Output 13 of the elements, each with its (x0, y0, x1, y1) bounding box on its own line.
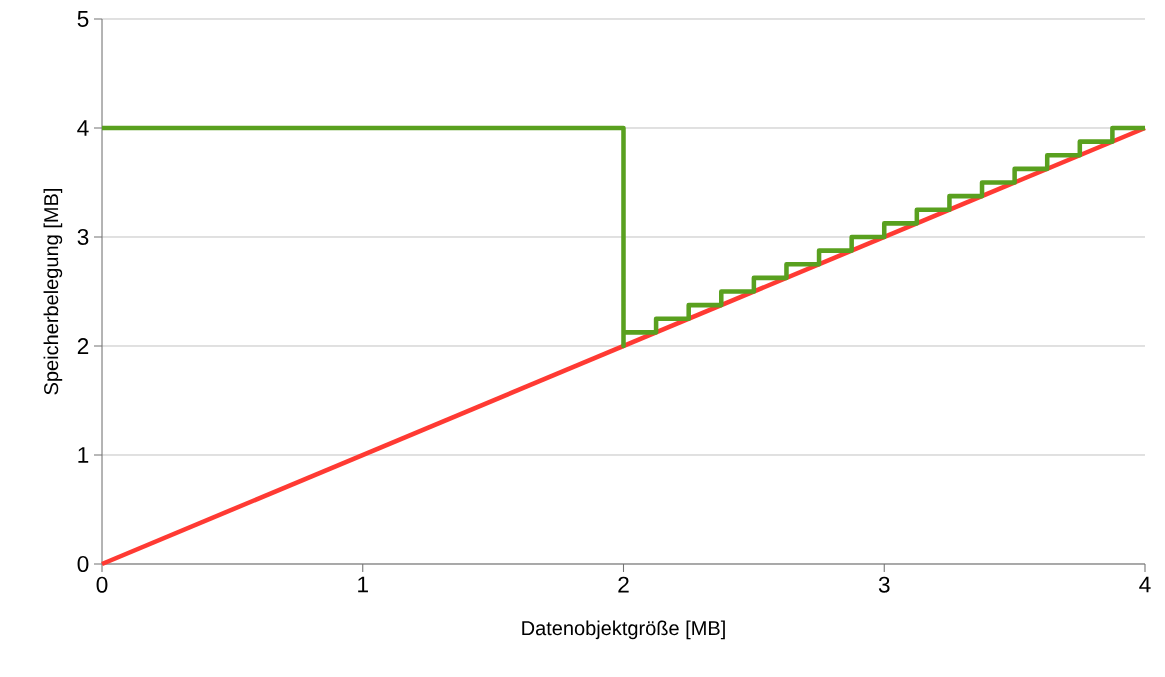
x-tick-label: 2 (618, 576, 629, 593)
y-tick-label: 2 (77, 338, 89, 354)
x-tick-label: 4 (1139, 576, 1151, 593)
y-tick-label: 5 (77, 11, 89, 27)
x-tick-label: 3 (878, 576, 890, 593)
y-tick-label: 1 (78, 447, 89, 463)
y-axis-title: Speicherbelegung [MB] (43, 189, 63, 395)
y-tick-label: 3 (77, 228, 89, 246)
x-axis-title: Datenobjektgröße [MB] (522, 620, 725, 640)
x-tick-label: 1 (358, 576, 368, 593)
y-tick-label: 4 (77, 120, 89, 136)
y-tick-label: 0 (77, 555, 89, 573)
x-tick-label: 0 (96, 576, 108, 593)
